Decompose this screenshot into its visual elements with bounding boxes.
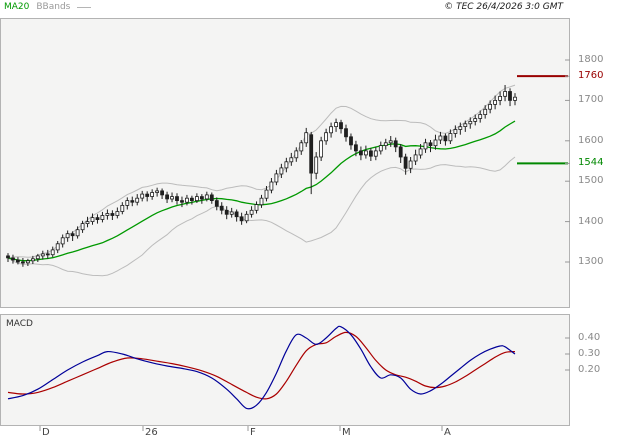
price-axis-label: 1544 bbox=[578, 157, 604, 169]
price-axis-label: 1700 bbox=[578, 94, 604, 106]
macd-axis-label: 0.30 bbox=[578, 348, 601, 359]
x-axis-label: D bbox=[42, 427, 50, 438]
price-axis-label: 1500 bbox=[578, 175, 604, 187]
ma20-legend-label: MA20 bbox=[4, 2, 30, 12]
price-axis-label: 1400 bbox=[578, 215, 604, 227]
macd-axis-label: 0.40 bbox=[578, 332, 601, 343]
bbands-legend-dash-icon bbox=[77, 7, 92, 8]
price-axis-label: 1800 bbox=[578, 54, 604, 65]
x-axis-label: A bbox=[444, 427, 451, 438]
price-axis-label: 1600 bbox=[578, 134, 604, 146]
price-axis-label: 1760 bbox=[578, 70, 604, 82]
x-axis-label: M bbox=[342, 427, 351, 438]
x-axis-label: F bbox=[250, 427, 256, 438]
copyright-text: © TEC 26/4/2026 3:0 GMT bbox=[444, 2, 563, 12]
x-axis-label: 26 bbox=[145, 427, 158, 438]
bbands-legend-label: BBands bbox=[36, 2, 71, 12]
legend-bar: MA20 BBands bbox=[4, 2, 92, 13]
macd-panel-title: MACD bbox=[6, 319, 33, 329]
macd-axis-label: 0.20 bbox=[578, 364, 601, 375]
price-axis-label: 1300 bbox=[578, 256, 604, 267]
